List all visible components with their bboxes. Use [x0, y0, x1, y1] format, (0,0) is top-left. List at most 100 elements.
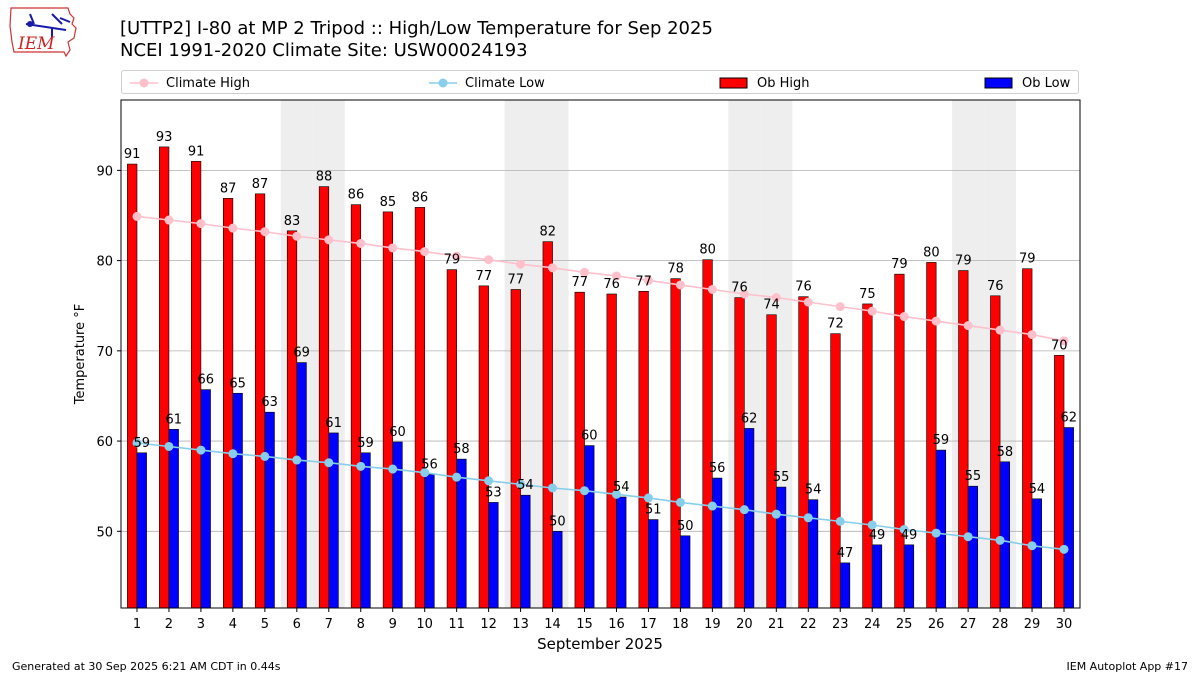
ob-low-value-label: 58 [997, 445, 1014, 460]
ob-high-value-label: 79 [955, 254, 972, 269]
ob-low-bar [232, 392, 243, 609]
ob-high-value-label: 87 [220, 181, 237, 196]
y-tick-label: 50 [96, 525, 113, 540]
climate-high-point [675, 280, 685, 290]
climate-low-swatch-icon [429, 78, 457, 88]
climate-high-line [136, 215, 1065, 342]
climate-low-point [707, 501, 717, 511]
x-tick-label: 1 [133, 617, 141, 632]
y-tick-label: 80 [96, 255, 113, 270]
climate-high-swatch-icon [130, 78, 158, 88]
ob-low-bar [584, 445, 595, 609]
ob-high-bar [478, 285, 489, 609]
ob-high-value-label: 76 [731, 281, 748, 296]
ob-high-bar [670, 278, 681, 609]
legend-label-climate-high: Climate High [166, 75, 251, 91]
climate-low-point [899, 524, 909, 534]
x-tick-label: 26 [928, 617, 945, 632]
x-tick-label: 2 [165, 617, 173, 632]
ob-low-value-label: 66 [197, 373, 214, 388]
logo-text: IEM [17, 34, 55, 54]
climate-high-point [420, 247, 430, 257]
legend-item-climate-high: Climate High [130, 74, 250, 92]
x-tick-label: 6 [293, 617, 301, 632]
ob-low-bar [1031, 498, 1042, 609]
ob-high-bar [574, 291, 585, 609]
ob-high-value-label: 82 [539, 225, 556, 240]
x-tick-label: 13 [512, 617, 529, 632]
ob-high-value-label: 79 [444, 253, 461, 268]
ob-high-value-label: 77 [508, 272, 525, 287]
x-tick-label: 15 [576, 617, 593, 632]
climate-low-point [1059, 544, 1069, 554]
ob-low-value-label: 61 [325, 416, 342, 431]
x-tick-label: 11 [448, 617, 465, 632]
ob-high-bar [734, 297, 745, 609]
climate-high-point [611, 271, 621, 281]
x-tick-label: 24 [864, 617, 881, 632]
ob-high-bar [798, 296, 809, 609]
ob-high-bar [382, 211, 394, 609]
climate-high-point [452, 251, 462, 261]
climate-high-point [132, 211, 142, 221]
climate-low-point [484, 476, 494, 486]
ob-low-bar [456, 458, 467, 609]
x-tick-label: 20 [736, 617, 753, 632]
climate-low-point [739, 505, 749, 515]
ob-low-bar [744, 428, 755, 609]
climate-high-point [899, 312, 909, 322]
x-tick-label: 4 [229, 617, 237, 632]
y-axis-label: Temperature °F [73, 304, 88, 405]
legend-label-ob-low: Ob Low [1022, 75, 1071, 91]
ob-low-value-label: 55 [773, 470, 790, 485]
x-tick-label: 17 [640, 617, 657, 632]
ob-low-bar [648, 519, 659, 609]
ob-low-value-label: 49 [869, 528, 886, 543]
iem-logo: IEM [9, 7, 77, 58]
y-tick-label: 70 [96, 345, 113, 360]
ob-high-bar [958, 270, 969, 609]
climate-high-point [963, 321, 973, 331]
ob-high-bar [830, 333, 841, 609]
ob-high-value-label: 80 [699, 243, 716, 258]
ob-low-bar [360, 452, 371, 609]
climate-high-point [1059, 336, 1069, 346]
legend-item-climate-low: Climate Low [429, 74, 545, 92]
climate-low-point [931, 528, 941, 538]
climate-low-point [771, 509, 781, 519]
ob-low-value-label: 60 [389, 425, 406, 440]
climate-low-point [835, 516, 845, 526]
climate-high-point [771, 293, 781, 303]
x-tick-label: 22 [800, 617, 817, 632]
climate-low-line [136, 442, 1065, 551]
ob-high-bar [414, 207, 425, 609]
ob-high-bar [1022, 268, 1033, 609]
legend-item-ob-low: Ob Low [984, 74, 1070, 92]
climate-high-point [643, 275, 653, 285]
ob-high-bar [510, 289, 521, 609]
climate-high-point [835, 302, 845, 312]
ob-high-value-label: 76 [603, 277, 620, 292]
ob-high-bar [862, 303, 873, 609]
ob-high-value-label: 77 [571, 275, 588, 290]
ob-low-value-label: 59 [933, 433, 950, 448]
x-tick-label: 21 [768, 617, 785, 632]
ob-low-bar [999, 461, 1010, 609]
climate-high-point [707, 284, 717, 294]
climate-low-point [803, 513, 813, 523]
ob-low-bar [136, 452, 147, 609]
ob-high-bar [766, 314, 777, 609]
app-credit: IEM Autoplot App #17 [1066, 660, 1189, 673]
x-tick-label: 9 [389, 617, 397, 632]
ob-high-value-label: 91 [188, 144, 205, 159]
climate-low-point [963, 532, 973, 542]
chart-title: [UTTP2] I-80 at MP 2 Tripod :: High/Low … [120, 18, 713, 39]
ob-high-value-label: 77 [476, 269, 493, 284]
ob-high-value-label: 79 [891, 257, 908, 272]
ob-high-bar [350, 204, 362, 609]
ob-high-bar [542, 241, 553, 609]
legend-item-ob-high: Ob High [719, 74, 810, 92]
ob-low-value-label: 50 [677, 519, 694, 534]
ob-low-bar [488, 502, 499, 609]
ob-low-bar [616, 496, 627, 609]
